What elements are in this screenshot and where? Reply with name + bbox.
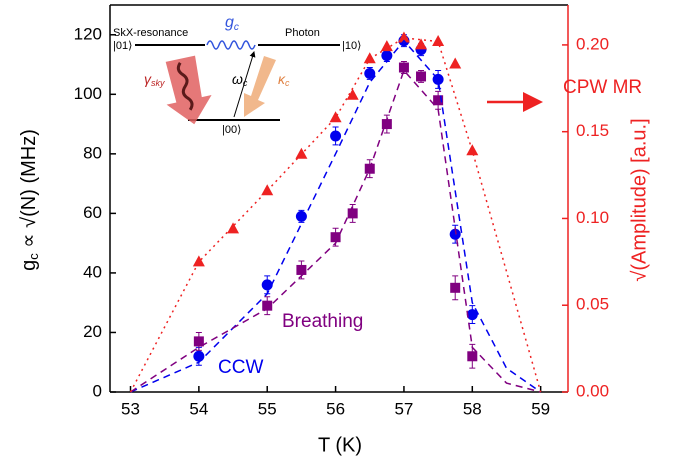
point bbox=[432, 34, 445, 46]
inset-text: |01⟩ bbox=[113, 40, 132, 52]
y2-tick-label: 0.00 bbox=[576, 381, 609, 400]
x-tick-label: 57 bbox=[394, 399, 413, 418]
point bbox=[347, 208, 358, 219]
point bbox=[192, 255, 205, 267]
series-label: CCW bbox=[218, 357, 263, 378]
point bbox=[227, 222, 240, 234]
point bbox=[381, 50, 393, 62]
point bbox=[262, 300, 273, 311]
point bbox=[449, 57, 462, 69]
point bbox=[330, 130, 342, 142]
point bbox=[296, 264, 307, 275]
y2-axis-label: √(Amplitude) [a.u.] bbox=[628, 118, 650, 281]
series-label: Breathing bbox=[282, 311, 363, 332]
inset-text: SkX-resonance bbox=[113, 27, 188, 39]
y-tick-label: 40 bbox=[83, 262, 102, 281]
point bbox=[450, 282, 461, 293]
y-tick-label: 100 bbox=[74, 84, 102, 103]
point bbox=[467, 351, 478, 362]
inset: SkX-resonance |01⟩ Photon |10⟩ |00⟩ gc γ… bbox=[113, 14, 361, 136]
fit-line bbox=[130, 69, 541, 393]
x-tick-label: 55 bbox=[258, 399, 277, 418]
x-tick-label: 54 bbox=[189, 399, 208, 418]
x-tick-label: 58 bbox=[463, 399, 482, 418]
x-tick-label: 59 bbox=[531, 399, 550, 418]
point bbox=[381, 119, 392, 130]
point bbox=[295, 147, 308, 159]
x-tick-label: 56 bbox=[326, 399, 345, 418]
inset-text: ωc bbox=[232, 71, 248, 89]
fit-line bbox=[129, 37, 542, 393]
y2-tick-label: 0.15 bbox=[576, 121, 609, 140]
y-tick-label: 120 bbox=[74, 24, 102, 43]
point bbox=[346, 88, 359, 100]
point bbox=[193, 336, 204, 347]
point bbox=[415, 38, 428, 50]
inset-text: κc bbox=[278, 71, 290, 89]
point bbox=[261, 279, 273, 291]
point bbox=[416, 71, 427, 82]
inset-text: γsky bbox=[144, 71, 165, 89]
point bbox=[329, 111, 342, 123]
point bbox=[363, 52, 376, 64]
inset-text: |10⟩ bbox=[342, 40, 361, 52]
y-tick-label: 0 bbox=[93, 381, 102, 400]
point bbox=[380, 40, 393, 52]
x-axis-label: T (K) bbox=[318, 434, 362, 456]
point bbox=[466, 309, 478, 321]
y-tick-label: 20 bbox=[83, 322, 102, 341]
point bbox=[193, 350, 205, 362]
y-tick-label: 60 bbox=[83, 203, 102, 222]
y2-tick-label: 0.10 bbox=[576, 208, 609, 227]
series-label: CPW MR bbox=[563, 77, 642, 98]
point bbox=[433, 95, 444, 106]
point bbox=[364, 67, 376, 79]
point bbox=[398, 62, 409, 73]
y-axis-label: gc ∝ √(N) (MHz) bbox=[18, 129, 41, 271]
y2-tick-label: 0.05 bbox=[576, 295, 609, 314]
y2-tick-label: 0.20 bbox=[576, 34, 609, 53]
point bbox=[330, 232, 341, 243]
x-tick-label: 53 bbox=[121, 399, 140, 418]
inset-text: Photon bbox=[285, 27, 320, 39]
inset-text: |00⟩ bbox=[222, 124, 241, 136]
y-tick-label: 80 bbox=[83, 143, 102, 162]
inset-text: gc bbox=[225, 14, 239, 32]
point bbox=[449, 228, 461, 240]
